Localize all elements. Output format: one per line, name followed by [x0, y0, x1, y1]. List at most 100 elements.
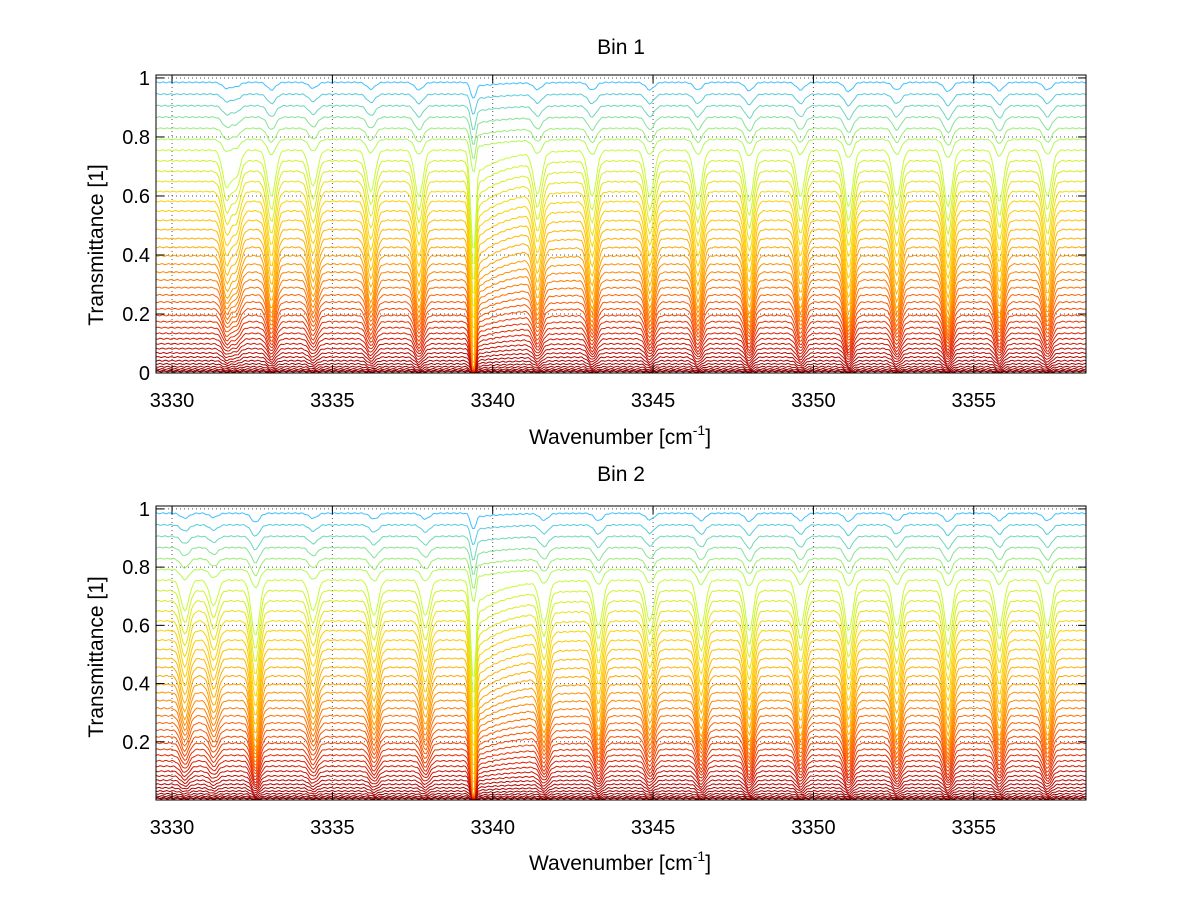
plot-frame	[155, 505, 1087, 801]
series-line	[155, 362, 1087, 374]
x-tick-label: 3345	[631, 390, 676, 412]
series-line	[155, 666, 1087, 783]
series-line	[156, 351, 1087, 373]
x-tick-label: 3355	[952, 390, 997, 412]
series-line	[155, 721, 1086, 798]
series-line	[155, 369, 1087, 374]
chart-title: Bin 2	[597, 463, 645, 486]
series-line	[155, 589, 1087, 693]
series-line	[155, 138, 1087, 173]
series-line	[155, 262, 1087, 369]
x-tick-label: 3335	[310, 390, 355, 412]
y-axis-label: Transmittance [1]	[85, 164, 108, 325]
series-line	[155, 786, 1087, 801]
series-line	[155, 683, 1087, 796]
series-line	[155, 523, 1087, 546]
series-line	[155, 579, 1087, 678]
y-tick-label: 0.2	[122, 732, 150, 754]
series-line	[155, 228, 1087, 347]
series-line	[155, 794, 1087, 801]
series-line	[155, 770, 1087, 800]
x-tick-label: 3350	[791, 390, 836, 412]
x-tick-label: 3330	[150, 817, 195, 839]
series-line	[155, 81, 1087, 99]
series-line	[155, 783, 1087, 801]
y-tick-label: 1	[139, 499, 150, 521]
x-tick-label: 3340	[470, 817, 515, 839]
series-line	[155, 355, 1087, 374]
series-line	[156, 619, 1087, 736]
y-tick-label: 0.6	[122, 186, 150, 208]
series-line	[155, 332, 1087, 372]
series-line	[155, 115, 1087, 145]
series-line	[155, 657, 1087, 775]
series-line	[155, 180, 1087, 294]
series-line	[155, 674, 1087, 791]
series-line	[155, 568, 1087, 603]
x-tick-label: 3340	[470, 390, 515, 412]
x-tick-label: 3330	[150, 390, 195, 412]
series-line	[155, 774, 1087, 800]
series-line	[155, 765, 1087, 800]
y-tick-label: 0.6	[122, 615, 150, 637]
chart-title: Bin 1	[597, 36, 645, 59]
series-line	[155, 748, 1087, 798]
series-line	[155, 271, 1086, 369]
series-line	[155, 557, 1087, 590]
y-tick-label: 0.8	[122, 557, 150, 579]
series-line	[155, 707, 1087, 796]
series-line	[155, 546, 1087, 575]
series-line	[155, 293, 1087, 371]
series-line	[155, 170, 1087, 280]
series-line	[155, 127, 1087, 160]
series-line	[155, 754, 1087, 799]
plot-area: 3330 3335 3340 3345 3350 3355 0 0.2 0.4 0.6 0.8 1	[122, 68, 1087, 412]
series-line	[155, 307, 1087, 371]
y-tick-label: 0.4	[122, 245, 150, 267]
series-line	[155, 599, 1087, 708]
series-line	[155, 796, 1087, 801]
series-line	[155, 326, 1087, 372]
y-tick-label: 0.2	[122, 304, 150, 326]
series-line	[155, 209, 1087, 329]
series-line	[155, 699, 1087, 796]
series-line	[155, 200, 1087, 319]
series-line	[155, 789, 1087, 801]
series-line	[155, 792, 1087, 801]
y-tick-label: 0.8	[122, 127, 150, 149]
y-tick-label: 1	[139, 68, 150, 90]
y-axis-label: Transmittance [1]	[85, 576, 108, 737]
subplot-bin-1: Bin 1 3330 3335 3340 3345 3350 3355 0 0.2 0.4 0.6…	[85, 36, 1087, 449]
series-line	[155, 347, 1087, 373]
series-line	[155, 219, 1087, 338]
plot-area: 3330 3335 3340 3345 3350 3355 0.2 0.4 0.6 0.8 1	[122, 499, 1087, 839]
series-line	[155, 609, 1087, 722]
x-axis-label: Wavenumber [cm-1]	[529, 848, 711, 875]
series-line	[155, 759, 1087, 799]
series-line	[155, 512, 1087, 529]
series-line	[155, 159, 1087, 264]
series-line	[156, 190, 1087, 308]
y-tick-label: 0	[139, 363, 150, 385]
subplot-bin-2: Bin 2 3330 3335 3340 3345 3350 3355 0.2 0.4 0.6 0…	[85, 463, 1087, 875]
series-line	[155, 104, 1087, 131]
series-line	[155, 314, 1087, 371]
x-tick-label: 3355	[952, 817, 997, 839]
series-line	[155, 359, 1087, 374]
x-tick-label: 3350	[791, 817, 836, 839]
series-line	[155, 149, 1087, 249]
series-line	[155, 714, 1087, 797]
series-line	[155, 286, 1087, 370]
series-line	[155, 300, 1087, 372]
series-line	[155, 278, 1087, 369]
x-tick-label: 3345	[631, 817, 676, 839]
series-line	[155, 342, 1087, 373]
series-line	[155, 629, 1087, 747]
series-line	[156, 779, 1087, 800]
series-line	[155, 648, 1087, 766]
series-line	[155, 93, 1087, 115]
series-line	[155, 254, 1087, 369]
plot-frame	[155, 74, 1087, 374]
series-line	[155, 367, 1087, 374]
